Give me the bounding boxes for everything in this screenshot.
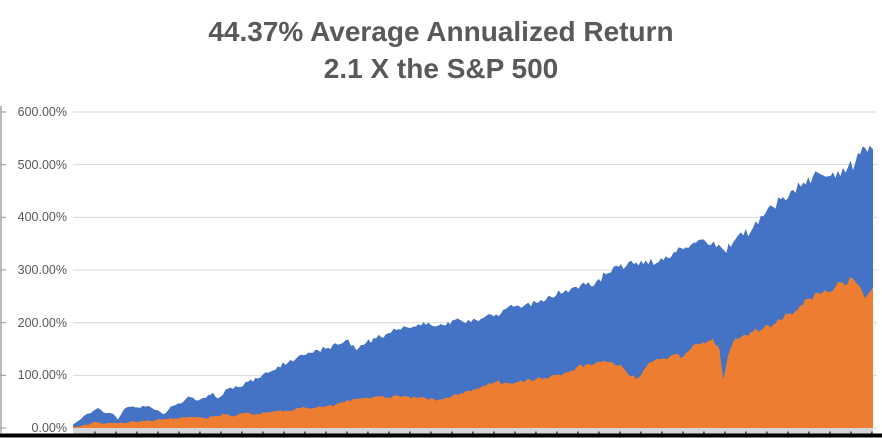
x-axis-tick bbox=[199, 431, 201, 435]
y-axis-label: 400.00% bbox=[17, 210, 67, 225]
x-axis-tick bbox=[388, 431, 390, 435]
x-axis-tick bbox=[661, 431, 663, 435]
x-axis-tick bbox=[157, 431, 159, 435]
x-axis-tick bbox=[745, 431, 747, 435]
x-axis-tick bbox=[346, 431, 348, 435]
x-axis-tick bbox=[472, 431, 474, 435]
x-axis-tick bbox=[556, 431, 558, 435]
y-axis-label: 0.00% bbox=[31, 421, 67, 435]
x-axis-tick bbox=[871, 431, 873, 435]
x-axis-tick bbox=[787, 431, 789, 435]
x-axis-tick bbox=[325, 431, 327, 435]
x-axis-tick bbox=[640, 431, 642, 435]
y-axis-label: 200.00% bbox=[17, 315, 67, 330]
x-axis-tick bbox=[241, 431, 243, 435]
x-axis-tick bbox=[598, 431, 600, 435]
x-axis-tick bbox=[829, 431, 831, 435]
x-axis-tick bbox=[220, 431, 222, 435]
chart-title: 44.37% Average Annualized Return 2.1 X t… bbox=[0, 13, 882, 87]
x-axis-tick bbox=[115, 431, 117, 435]
x-axis-tick bbox=[136, 431, 138, 435]
x-axis-tick bbox=[430, 431, 432, 435]
y-axis-label: 500.00% bbox=[17, 157, 67, 172]
x-axis-tick bbox=[682, 431, 684, 435]
x-axis-tick bbox=[451, 431, 453, 435]
x-axis-tick bbox=[367, 431, 369, 435]
x-axis-tick bbox=[577, 431, 579, 435]
x-axis-tick bbox=[619, 431, 621, 435]
bottom-border bbox=[0, 433, 882, 438]
x-axis-tick bbox=[94, 431, 96, 435]
x-axis-tick bbox=[262, 431, 264, 435]
x-axis-tick bbox=[304, 431, 306, 435]
x-axis-tick bbox=[703, 431, 705, 435]
x-axis-tick bbox=[808, 431, 810, 435]
chart-title-line1: 44.37% Average Annualized Return bbox=[208, 16, 674, 47]
x-axis-tick bbox=[850, 431, 852, 435]
x-axis-band bbox=[73, 428, 873, 434]
y-axis-label: 300.00% bbox=[17, 263, 67, 277]
y-axis-label: 600.00% bbox=[17, 105, 67, 119]
chart-title-line2: 2.1 X the S&P 500 bbox=[323, 53, 559, 84]
x-axis-tick bbox=[766, 431, 768, 435]
x-axis-tick bbox=[409, 431, 411, 435]
x-axis-tick bbox=[283, 431, 285, 435]
x-axis-tick bbox=[514, 431, 516, 435]
x-axis-tick bbox=[493, 431, 495, 435]
area-sp500 bbox=[73, 277, 873, 428]
x-axis-tick bbox=[178, 431, 180, 435]
x-axis-tick bbox=[535, 431, 537, 435]
x-axis-tick bbox=[724, 431, 726, 435]
y-axis-label: 100.00% bbox=[17, 368, 67, 383]
